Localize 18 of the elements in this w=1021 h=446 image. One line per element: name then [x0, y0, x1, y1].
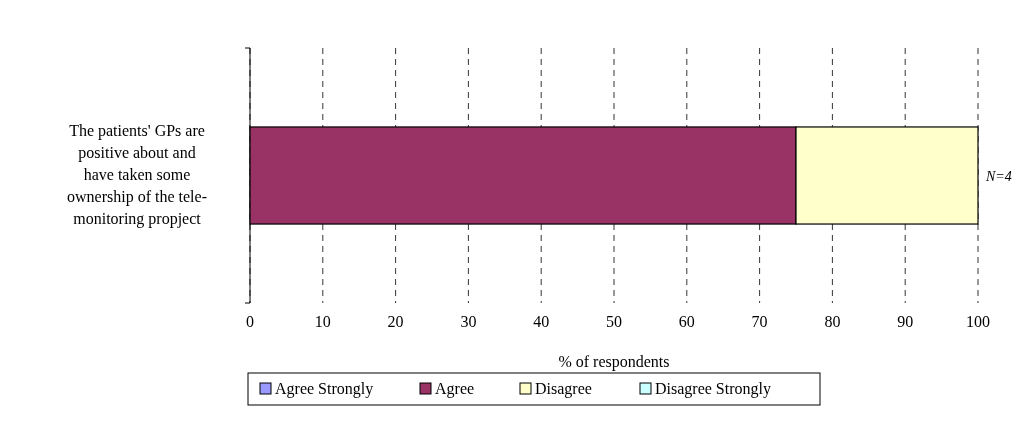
x-tick-label: 70: [751, 313, 768, 330]
x-tick-label: 60: [678, 313, 695, 330]
x-tick-label: 10: [314, 313, 331, 330]
x-tick-label: 90: [897, 313, 914, 330]
legend-label: Agree Strongly: [275, 380, 374, 398]
text: N=4: [985, 168, 1012, 184]
x-tick-label: 80: [824, 313, 841, 330]
legend-label: Disagree Strongly: [655, 380, 771, 398]
x-tick-label: 40: [533, 313, 550, 330]
legend-label: Agree: [435, 380, 475, 398]
x-tick-label: 50: [606, 313, 622, 330]
x-axis-title: % of respondents: [558, 353, 670, 371]
x-tick-label: 0: [246, 313, 254, 330]
legend-label: Disagree: [535, 380, 592, 398]
x-tick-label: 100: [966, 313, 990, 330]
x-tick-label: 30: [460, 313, 477, 330]
x-tick-label: 20: [387, 313, 404, 330]
y-tick-label: The patients' GPs are positive about and have taken some ownership of the tele-monitoring propject: [67, 121, 207, 228]
